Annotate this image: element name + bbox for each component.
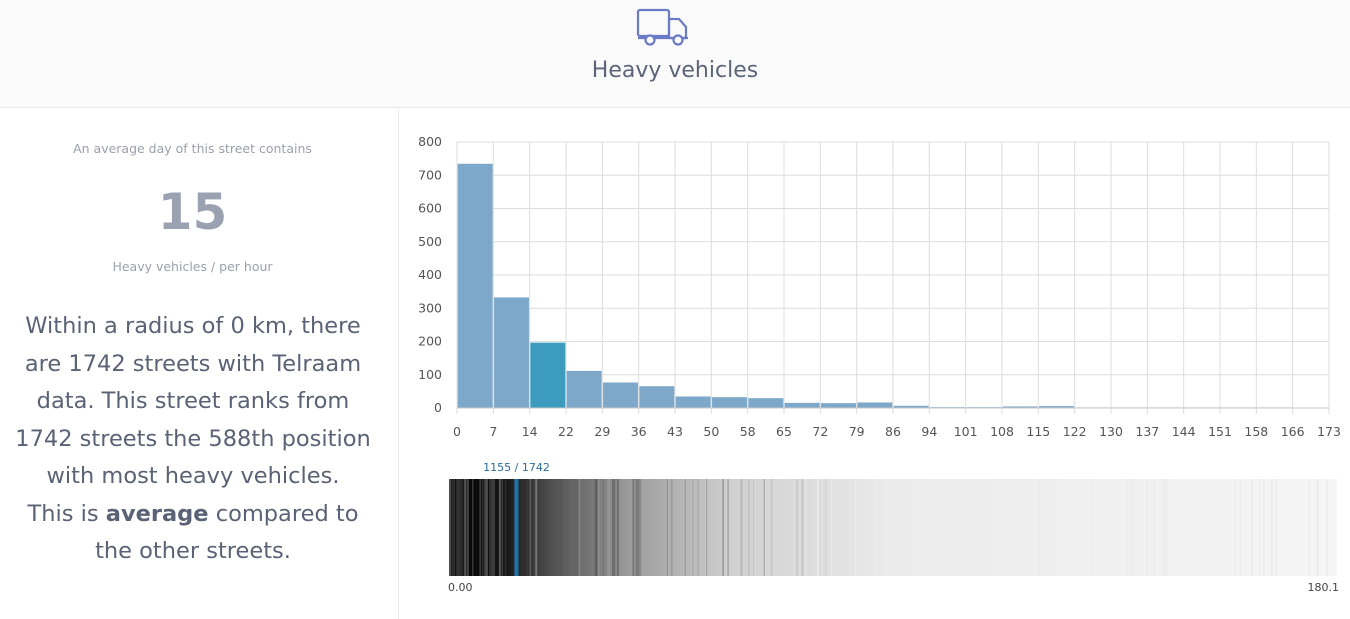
chart-panel: 0 100 200 300 400 500 600 700 800 0 7 14 22 29 36 43 50 5… xyxy=(400,109,1350,619)
truck-icon xyxy=(636,8,688,46)
max-label: 180.1 xyxy=(1308,581,1340,594)
y-tick-label: 300 xyxy=(418,300,442,315)
x-tick-label: 22 xyxy=(558,424,574,439)
histogram-bar xyxy=(675,396,712,409)
histogram-bar xyxy=(784,402,821,409)
histogram-bar xyxy=(638,385,675,409)
description-post: compared to the other streets. xyxy=(95,500,359,565)
y-tick-label: 500 xyxy=(418,234,442,249)
page-title: Heavy vehicles xyxy=(591,58,759,83)
x-tick-label: 94 xyxy=(921,424,937,439)
histogram-bar xyxy=(529,342,566,409)
x-tick-label: 151 xyxy=(1208,424,1232,439)
x-tick-label: 79 xyxy=(849,424,865,439)
x-tick-label: 166 xyxy=(1281,424,1305,439)
position-marker xyxy=(514,479,519,576)
histogram-bar xyxy=(457,163,494,409)
description-text: Within a radius of 0 km, there are 1742 … xyxy=(15,313,371,489)
summary-panel: An average day of this street contains 1… xyxy=(0,109,399,619)
x-tick-label: 101 xyxy=(954,424,978,439)
marker-label: 1155 / 1742 xyxy=(483,461,550,474)
summary-intro: An average day of this street contains xyxy=(73,141,312,156)
x-tick-label: 50 xyxy=(703,424,719,439)
x-tick-label: 108 xyxy=(990,424,1014,439)
x-tick-label: 86 xyxy=(885,424,901,439)
x-tick-label: 72 xyxy=(812,424,828,439)
x-tick-label: 115 xyxy=(1026,424,1050,439)
x-tick-label: 29 xyxy=(594,424,610,439)
description-rating: average xyxy=(105,500,209,527)
x-tick-label: 173 xyxy=(1317,424,1341,439)
histogram-bar xyxy=(711,396,748,409)
histogram-bar xyxy=(602,382,639,409)
x-tick-label: 130 xyxy=(1099,424,1123,439)
y-tick-label: 200 xyxy=(418,334,442,349)
min-label: 0.00 xyxy=(448,581,473,594)
y-tick-label: 0 xyxy=(434,400,442,415)
distribution-strip: 1155 / 1742 0.00 180.1 xyxy=(448,461,1340,594)
histogram-bar xyxy=(493,297,530,409)
header: Heavy vehicles xyxy=(0,0,1350,108)
x-tick-label: 137 xyxy=(1135,424,1159,439)
summary-description: Within a radius of 0 km, there are 1742 … xyxy=(8,308,378,571)
x-tick-label: 58 xyxy=(740,424,756,439)
x-tick-label: 65 xyxy=(776,424,792,439)
x-tick-label: 122 xyxy=(1063,424,1087,439)
x-tick-label: 7 xyxy=(489,424,497,439)
y-tick-label: 400 xyxy=(418,267,442,282)
x-tick-label: 158 xyxy=(1244,424,1268,439)
histogram-bar xyxy=(566,370,603,409)
distribution-gradient xyxy=(450,479,1337,576)
y-tick-label: 800 xyxy=(418,134,442,149)
histogram-chart: 0 100 200 300 400 500 600 700 800 0 7 14 22 29 36 43 50 5… xyxy=(418,134,1341,439)
y-tick-label: 600 xyxy=(418,201,442,216)
x-tick-label: 43 xyxy=(667,424,683,439)
summary-unit: Heavy vehicles / per hour xyxy=(112,259,273,274)
summary-value: 15 xyxy=(157,183,228,241)
histogram-bar xyxy=(747,397,784,409)
x-tick-label: 144 xyxy=(1172,424,1196,439)
x-tick-label: 14 xyxy=(522,424,538,439)
histogram-bar xyxy=(856,402,893,409)
histogram-bar xyxy=(820,402,857,409)
description-pre: This is xyxy=(27,500,106,527)
y-tick-label: 100 xyxy=(418,367,442,382)
x-tick-label: 36 xyxy=(631,424,647,439)
x-tick-label: 0 xyxy=(453,424,461,439)
y-tick-label: 700 xyxy=(418,167,442,182)
